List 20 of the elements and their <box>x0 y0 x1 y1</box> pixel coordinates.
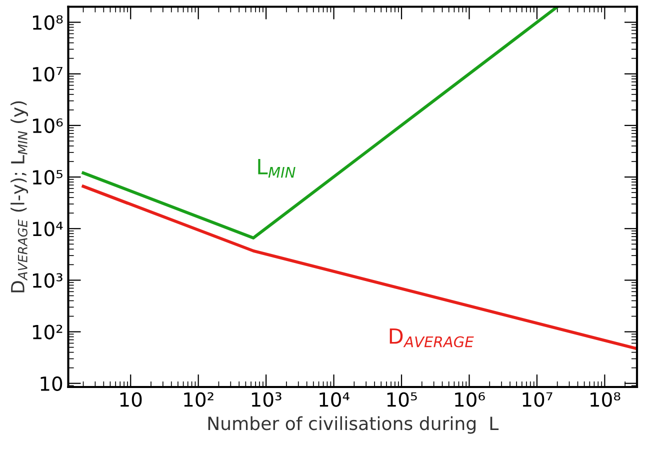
x-tick-label: 10⁸ <box>590 392 620 407</box>
x-tick-label: 10³ <box>252 392 282 407</box>
x-tick-label: 10⁶ <box>455 392 485 407</box>
y-tick-label: 10⁸ <box>32 15 63 30</box>
series-label: D$_{AVERAGE}$ <box>390 328 474 348</box>
x-tick-label: 10⁷ <box>522 392 552 407</box>
x-axis-title: Number of civilisations during L <box>208 416 499 434</box>
x-tick-label: 10² <box>184 392 214 407</box>
x-tick-label: 10⁵ <box>387 392 417 407</box>
y-tick-label: 10 <box>40 376 62 392</box>
y-tick-label: 10⁴ <box>32 222 63 236</box>
y-axis-title: D$_{AVERAGE}$ (l-y); L$_{MIN}$ (y) <box>10 101 28 292</box>
y-tick-label: 10³ <box>32 273 62 288</box>
y-tick-label: 10⁷ <box>32 66 62 82</box>
x-tick-label: 10 <box>120 392 142 407</box>
y-tick-label: 10⁵ <box>32 170 62 185</box>
y-tick-label: 10⁶ <box>32 118 63 134</box>
x-tick-label: 10⁴ <box>320 392 350 407</box>
series-label: L$_{MIN}$ <box>258 159 296 178</box>
y-tick-label: 10² <box>32 324 62 340</box>
